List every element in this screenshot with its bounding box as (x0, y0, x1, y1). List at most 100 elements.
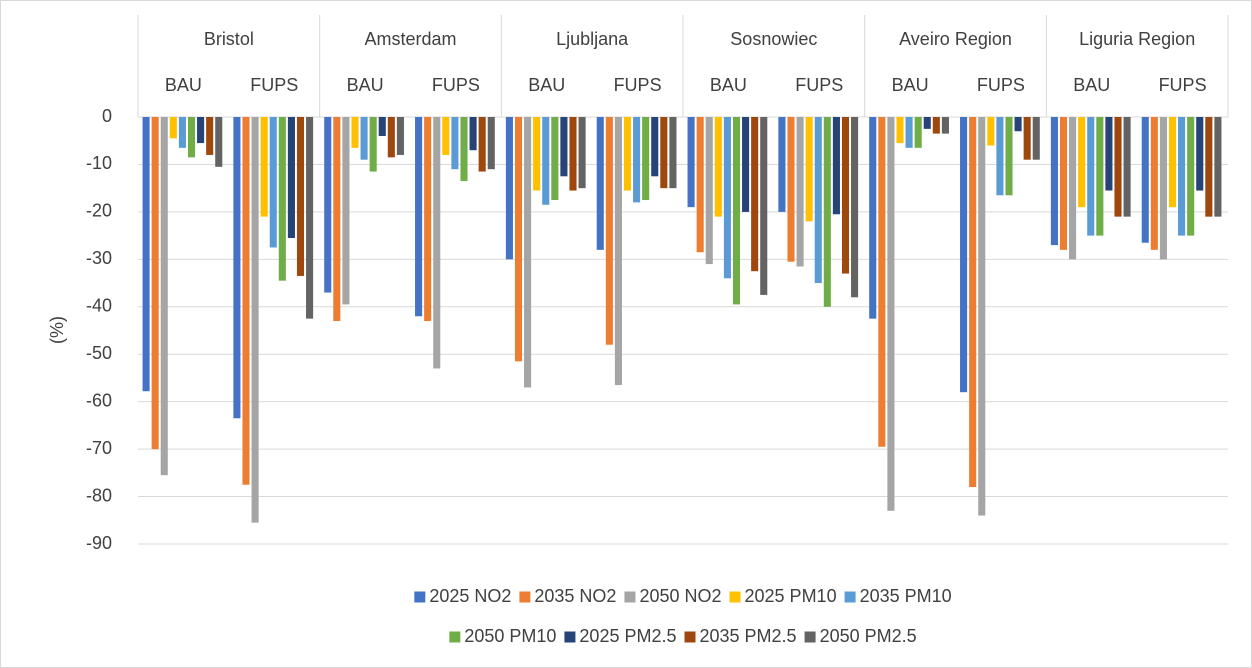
bar (260, 117, 268, 217)
bar (660, 117, 668, 189)
legend-label: 2035 PM2.5 (700, 626, 797, 646)
bar (187, 117, 196, 158)
bar (705, 117, 713, 265)
bar (814, 117, 822, 284)
x-tick-label: FUPS (250, 75, 298, 95)
legend-label: 2050 NO2 (639, 586, 721, 606)
bar (351, 117, 359, 148)
legend-swatch (414, 591, 426, 603)
y-tick-label: -60 (86, 390, 112, 410)
bar (1178, 117, 1186, 236)
bar (878, 117, 886, 447)
x-tick-label: FUPS (795, 75, 843, 95)
bar (1168, 117, 1177, 208)
bar (215, 117, 223, 167)
legend-label: 2025 NO2 (429, 586, 511, 606)
x-tick-label: BAU (892, 75, 929, 95)
group-label: Amsterdam (364, 29, 456, 49)
bar (451, 117, 459, 170)
bar (623, 117, 632, 191)
bar (533, 117, 541, 191)
bar (1105, 117, 1113, 191)
y-tick-label: -90 (86, 533, 112, 553)
bar (923, 117, 931, 129)
bar (1059, 117, 1068, 250)
bar (723, 117, 731, 279)
bar (987, 117, 995, 146)
bar (1141, 117, 1149, 243)
bar (524, 117, 532, 388)
y-tick-label: -10 (86, 153, 112, 173)
bar (578, 117, 586, 189)
bar (505, 117, 513, 260)
bar (142, 117, 150, 392)
y-tick-label: -80 (86, 485, 112, 505)
x-tick-label: FUPS (1159, 75, 1207, 95)
bar (905, 117, 913, 148)
bar (751, 117, 759, 272)
bar (941, 117, 949, 134)
x-tick-label: BAU (710, 75, 747, 95)
bar (805, 117, 813, 222)
bar (296, 117, 305, 276)
bar (542, 117, 550, 205)
bar (832, 117, 840, 215)
bar (596, 117, 604, 250)
bar (1159, 117, 1167, 260)
group-label: Aveiro Region (899, 29, 1012, 49)
bar (914, 117, 922, 148)
bar (478, 117, 486, 172)
group-label: Bristol (204, 29, 254, 49)
bar (796, 117, 804, 267)
x-tick-label: BAU (347, 75, 384, 95)
bar (160, 117, 168, 476)
legend-label: 2035 NO2 (534, 586, 616, 606)
bar (1114, 117, 1122, 217)
bar (560, 117, 568, 177)
legend-swatch (844, 591, 856, 603)
x-tick-label: FUPS (432, 75, 480, 95)
bar (760, 117, 768, 295)
bar (569, 117, 577, 191)
bar (151, 117, 159, 450)
bar (614, 117, 622, 386)
legend-label: 2050 PM2.5 (820, 626, 917, 646)
bar (369, 117, 377, 172)
bar (1050, 117, 1058, 246)
bar (996, 117, 1004, 196)
bar (197, 117, 205, 144)
x-tick-label: BAU (165, 75, 202, 95)
bar (932, 117, 940, 134)
bar (206, 117, 214, 155)
bar (714, 117, 722, 217)
bar (342, 117, 350, 305)
bar (360, 117, 368, 160)
bar (969, 117, 977, 488)
bar (851, 117, 859, 298)
bar (841, 117, 850, 274)
bar (869, 117, 877, 319)
bar (651, 117, 659, 177)
bar (415, 117, 423, 317)
bar (669, 117, 677, 189)
bar (469, 117, 477, 151)
bar (742, 117, 750, 212)
y-tick-label: 0 (102, 106, 112, 126)
bar (1032, 117, 1040, 160)
bar (1196, 117, 1204, 191)
legend-label: 2035 PM10 (860, 586, 952, 606)
legend-label: 2050 PM10 (464, 626, 556, 646)
legend-swatch (804, 631, 816, 643)
bar (1187, 117, 1195, 236)
bar (333, 117, 341, 322)
y-tick-label: -30 (86, 248, 112, 268)
legend-swatch (684, 631, 696, 643)
bar (696, 117, 704, 253)
group-label: Sosnowiec (730, 29, 817, 49)
x-tick-label: BAU (528, 75, 565, 95)
bar (960, 117, 968, 393)
bar (1150, 117, 1158, 250)
y-tick-label: -20 (86, 201, 112, 221)
legend-swatch (624, 591, 636, 603)
bar (1005, 117, 1013, 196)
